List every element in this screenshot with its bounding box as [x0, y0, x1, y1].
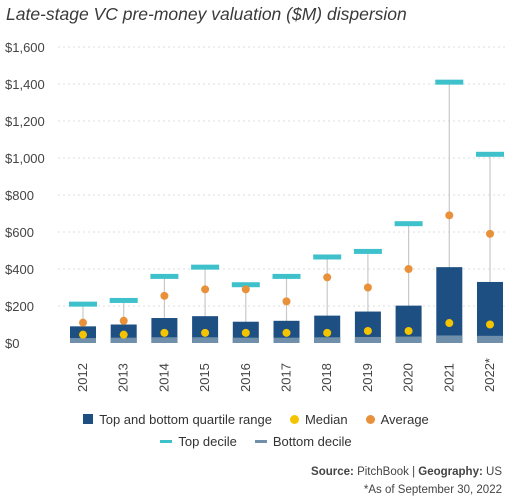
- legend-row-2: Top decile Bottom decile: [0, 430, 512, 452]
- median-point: [445, 319, 454, 328]
- bottom-decile-marker: [477, 335, 503, 343]
- legend-label-average: Average: [380, 411, 429, 427]
- x-tick-label: 2016: [238, 363, 253, 392]
- average-point: [282, 297, 291, 306]
- top-decile-marker: [69, 301, 97, 307]
- legend-item-bottom-decile: Bottom decile: [254, 433, 352, 449]
- bottom-decile-marker: [110, 337, 137, 343]
- y-tick-label: $1,000: [5, 151, 45, 166]
- median-point: [201, 328, 210, 337]
- y-tick-label: $1,600: [5, 40, 45, 55]
- x-tick-label: 2021: [441, 363, 456, 392]
- chart-plot: $0 $200 $400 $600 $800 $1,000 $1,200 $1,400 $1,6…: [5, 40, 505, 392]
- x-tick-label: 2019: [360, 363, 375, 392]
- median-point: [160, 328, 169, 337]
- bottom-decile-marker: [192, 337, 219, 343]
- y-tick-label: $1,400: [5, 77, 45, 92]
- legend-item-top-decile: Top decile: [160, 434, 237, 449]
- legend-label-quartile: Top and bottom quartile range: [99, 411, 272, 427]
- bottom-decile-marker: [436, 335, 463, 343]
- bottom-decile-marker: [232, 337, 259, 343]
- bottom-decile-marker: [395, 336, 422, 343]
- y-tick-label: $600: [5, 225, 34, 240]
- geography-value: US: [486, 466, 502, 478]
- chart-title: Late-stage VC pre-money valuation ($M) d…: [6, 4, 407, 24]
- top-decile-marker: [150, 273, 179, 279]
- y-tick-label: $0: [5, 336, 19, 351]
- top-decile-marker: [353, 248, 382, 254]
- average-point: [323, 273, 332, 282]
- x-tick-label: 2015: [197, 363, 212, 392]
- x-tick-label: 2014: [156, 363, 171, 392]
- x-tick-label: 2020: [401, 363, 416, 392]
- y-tick-label: $400: [5, 262, 34, 277]
- top-decile-marker: [435, 79, 464, 85]
- legend-item-quartile: Top and bottom quartile range: [83, 412, 272, 427]
- legend-item-median: Median: [289, 411, 348, 427]
- average-point: [79, 318, 87, 327]
- quartile-bar: [436, 267, 463, 343]
- y-tick-label: $1,200: [5, 114, 45, 129]
- median-point: [404, 326, 413, 335]
- average-point: [404, 265, 413, 273]
- bottom-decile-marker: [151, 337, 178, 343]
- top-decile-marker: [231, 282, 260, 288]
- average-point: [201, 285, 210, 294]
- median-swatch: [289, 414, 299, 424]
- x-tick-label: 2012: [75, 363, 90, 392]
- legend-row-1: Top and bottom quartile range Median Ave…: [0, 408, 512, 430]
- median-point: [119, 330, 128, 339]
- median-point: [79, 330, 87, 339]
- x-tick-label: 2017: [279, 363, 294, 392]
- median-point: [323, 328, 332, 337]
- quartile-bar: [477, 281, 503, 343]
- bottom-decile-marker: [70, 338, 96, 343]
- median-point: [241, 328, 250, 337]
- source-separator: |: [412, 466, 416, 478]
- geography-label: Geography:: [418, 466, 483, 478]
- median-point: [486, 320, 494, 329]
- median-point: [363, 326, 372, 335]
- bottom-decile-marker: [314, 337, 341, 343]
- top-decile-marker: [109, 297, 138, 303]
- top-decile-marker: [394, 221, 423, 227]
- average-point: [160, 291, 169, 300]
- source-value: PitchBook: [357, 466, 409, 478]
- average-point: [486, 229, 494, 238]
- top-decile-marker: [476, 151, 504, 157]
- legend: Top and bottom quartile range Median Ave…: [0, 408, 512, 452]
- top-decile-marker: [313, 254, 342, 260]
- average-swatch: [365, 414, 375, 424]
- average-point: [363, 283, 372, 292]
- average-point: [119, 316, 128, 325]
- legend-label-median: Median: [304, 411, 348, 427]
- legend-label-bottom-decile: Bottom decile: [272, 433, 352, 449]
- bottom-decile-swatch: [254, 439, 267, 443]
- source-line: Source: PitchBook | Geography: US: [311, 466, 502, 478]
- bottom-decile-marker: [354, 336, 381, 343]
- footnote: *As of September 30, 2022: [363, 484, 502, 496]
- source-label: Source:: [311, 466, 354, 478]
- top-decile-marker: [272, 273, 301, 279]
- median-point: [282, 328, 291, 337]
- quartile-swatch: [83, 414, 94, 424]
- average-point: [445, 211, 454, 220]
- x-tick-label: 2013: [116, 363, 131, 392]
- bottom-decile-marker: [273, 337, 300, 343]
- x-tick-label: 2018: [319, 363, 334, 392]
- y-tick-label: $800: [5, 188, 34, 203]
- legend-item-average: Average: [365, 411, 429, 427]
- top-decile-swatch: [160, 439, 173, 443]
- y-tick-label: $200: [5, 299, 34, 314]
- top-decile-marker: [191, 264, 220, 270]
- x-tick-label: 2022*: [482, 358, 497, 392]
- average-point: [241, 285, 250, 294]
- legend-label-top-decile: Top decile: [178, 433, 237, 449]
